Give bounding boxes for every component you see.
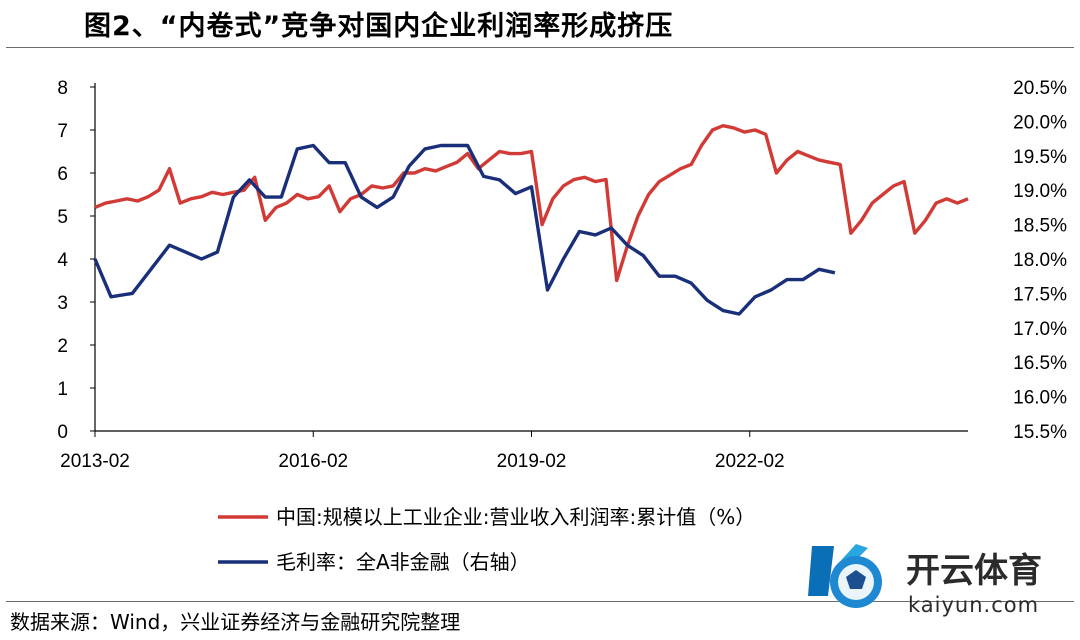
watermark-logo: 开云体育 kaiyun.com (808, 544, 1042, 617)
y-left-tick-label: 2 (57, 336, 68, 357)
y-right-tick-label: 20.0% (1013, 112, 1067, 133)
y-right-tick-label: 16.0% (1013, 388, 1067, 409)
chart-lines (93, 124, 969, 316)
y-right-tick-label: 18.0% (1013, 250, 1067, 271)
y-left-tick-label: 8 (57, 78, 68, 99)
y-left-tick-label: 0 (57, 422, 68, 443)
y-left-tick-label: 1 (57, 379, 68, 400)
y-right-tick-label: 17.5% (1013, 284, 1067, 305)
y-left-tick-label: 7 (57, 121, 68, 142)
watermark-domain: kaiyun.com (908, 593, 1039, 617)
y-left-tick-label: 3 (57, 293, 68, 314)
legend-label-profit-margin: 中国:规模以上工业企业:营业收入利润率:累计值（%） (276, 505, 755, 529)
x-tick-label: 2013-02 (60, 451, 130, 472)
y-right-tick-label: 19.5% (1013, 147, 1067, 168)
y-right-tick-label: 17.0% (1013, 319, 1067, 340)
series-line-profit-margin (94, 124, 969, 283)
y-right-tick-label: 16.5% (1013, 353, 1067, 374)
chart-axes (94, 83, 968, 432)
y-right-tick-label: 20.5% (1013, 78, 1067, 99)
ball-icon (808, 544, 882, 608)
chart-legend: 中国:规模以上工业企业:营业收入利润率:累计值（%） 毛利率：全A非金融（右轴） (218, 505, 755, 574)
x-tick-label: 2019-02 (497, 451, 567, 472)
x-tick-label: 2022-02 (715, 451, 785, 472)
x-tick-label: 2016-02 (278, 451, 348, 472)
line-chart: 0 1 2 3 4 5 6 7 8 15.5% 16.0% 16.5% 17.0% 17.5% 18.0% 1… (57, 78, 1067, 574)
y-left-tick-label: 5 (57, 207, 68, 228)
legend-label-gross-margin: 毛利率：全A非金融（右轴） (276, 550, 530, 574)
chart-ticks: 0 1 2 3 4 5 6 7 8 15.5% 16.0% 16.5% 17.0% 17.5% 18.0% 1… (57, 78, 1067, 472)
figure-title: 图2、“内卷式”竞争对国内企业利润率形成挤压 (84, 11, 674, 42)
y-right-tick-label: 15.5% (1013, 422, 1067, 443)
y-left-tick-label: 4 (57, 250, 68, 271)
y-right-tick-label: 18.5% (1013, 216, 1067, 237)
source-note: 数据来源：Wind，兴业证券经济与金融研究院整理 (10, 610, 461, 634)
source-rule (6, 601, 1074, 602)
series-line-gross-margin (93, 143, 836, 316)
y-right-tick-label: 19.0% (1013, 181, 1067, 202)
watermark-brand: 开云体育 (906, 551, 1042, 591)
title-rule (6, 47, 1074, 48)
y-left-tick-label: 6 (57, 164, 68, 185)
